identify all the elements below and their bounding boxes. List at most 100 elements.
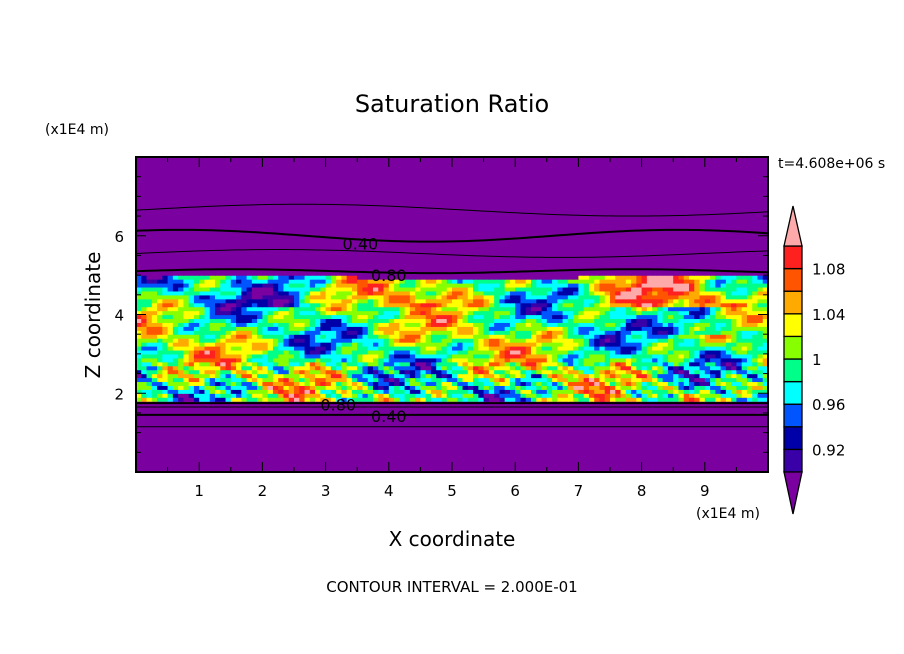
- field-cell: [430, 452, 437, 457]
- field-cell: [541, 322, 548, 327]
- field-cell: [309, 456, 316, 461]
- field-cell: [583, 468, 590, 473]
- field-cell: [552, 420, 558, 426]
- field-cell: [710, 322, 716, 327]
- field-cell: [673, 460, 680, 465]
- field-cell: [509, 444, 516, 449]
- field-cell: [762, 420, 769, 426]
- field-cell: [509, 397, 516, 402]
- field-cell: [220, 314, 227, 320]
- field-cell: [441, 349, 448, 355]
- field-cell: [720, 361, 727, 367]
- field-cell: [236, 436, 242, 442]
- field-cell: [689, 460, 695, 465]
- field-cell: [657, 326, 664, 331]
- field-cell: [546, 310, 553, 316]
- field-cell: [704, 436, 711, 442]
- field-cell: [652, 310, 658, 316]
- field-cell: [151, 353, 158, 359]
- field-cell: [752, 357, 759, 363]
- field-cell: [373, 428, 379, 434]
- field-cell: [499, 361, 506, 367]
- field-cell: [188, 456, 195, 461]
- field-cell: [299, 456, 306, 461]
- field-cell: [415, 361, 421, 367]
- field-cell: [699, 326, 706, 331]
- field-cell: [404, 381, 411, 386]
- field-cell: [694, 389, 701, 394]
- field-cell: [409, 361, 416, 367]
- field-cell: [309, 448, 316, 453]
- field-cell: [631, 436, 637, 442]
- field-cell: [504, 416, 511, 422]
- field-cell: [362, 361, 369, 367]
- field-cell: [404, 310, 411, 316]
- field-cell: [473, 314, 479, 320]
- field-cell: [715, 397, 722, 402]
- field-cell: [509, 306, 516, 312]
- field-cell: [162, 452, 169, 457]
- field-cell: [762, 310, 769, 316]
- field-cell: [188, 377, 195, 383]
- field-cell: [462, 452, 469, 457]
- field-cell: [652, 318, 658, 323]
- field-cell: [225, 369, 232, 375]
- field-cell: [536, 357, 543, 363]
- field-cell: [362, 318, 369, 323]
- field-cell: [746, 393, 753, 398]
- field-cell: [667, 361, 674, 367]
- field-cell: [573, 361, 579, 367]
- field-cell: [351, 460, 358, 465]
- field-cell: [383, 420, 390, 426]
- field-cell: [225, 416, 232, 422]
- field-cell: [741, 397, 748, 402]
- field-cell: [588, 338, 595, 343]
- field-cell: [388, 377, 395, 383]
- field-cell: [362, 326, 369, 331]
- field-cell: [473, 381, 479, 386]
- field-cell: [241, 452, 248, 457]
- field-cell: [420, 389, 427, 394]
- field-cell: [146, 377, 153, 383]
- field-cell: [636, 448, 643, 453]
- field-cell: [599, 365, 606, 371]
- field-cell: [504, 342, 511, 347]
- field-cell: [325, 448, 332, 453]
- field-cell: [262, 432, 269, 438]
- field-cell: [536, 464, 543, 469]
- field-cell: [625, 346, 632, 351]
- field-cell: [515, 361, 522, 367]
- field-cell: [689, 393, 695, 398]
- field-cell: [330, 416, 337, 422]
- field-cell: [473, 416, 479, 422]
- field-cell: [504, 397, 511, 402]
- field-cell: [204, 420, 211, 426]
- field-cell: [652, 436, 658, 442]
- field-cell: [699, 416, 706, 422]
- field-cell: [336, 448, 342, 453]
- field-cell: [404, 322, 411, 327]
- field-cell: [736, 322, 743, 327]
- field-cell: [652, 432, 658, 438]
- field-cell: [320, 440, 327, 446]
- field-cell: [478, 409, 485, 414]
- field-cell: [246, 342, 253, 347]
- field-cell: [220, 349, 227, 355]
- field-cell: [673, 440, 680, 446]
- field-cell: [689, 409, 695, 414]
- field-cell: [636, 369, 643, 375]
- field-cell: [325, 440, 332, 446]
- field-cell: [594, 416, 601, 422]
- field-cell: [141, 385, 148, 390]
- field-cell: [525, 444, 532, 449]
- field-cell: [752, 448, 759, 453]
- field-cell: [715, 346, 722, 351]
- field-cell: [409, 420, 416, 426]
- field-cell: [541, 369, 548, 375]
- field-cell: [341, 456, 348, 461]
- field-cell: [367, 389, 374, 394]
- field-cell: [757, 428, 764, 434]
- field-cell: [278, 420, 285, 426]
- field-cell: [525, 468, 532, 473]
- field-cell: [446, 369, 453, 375]
